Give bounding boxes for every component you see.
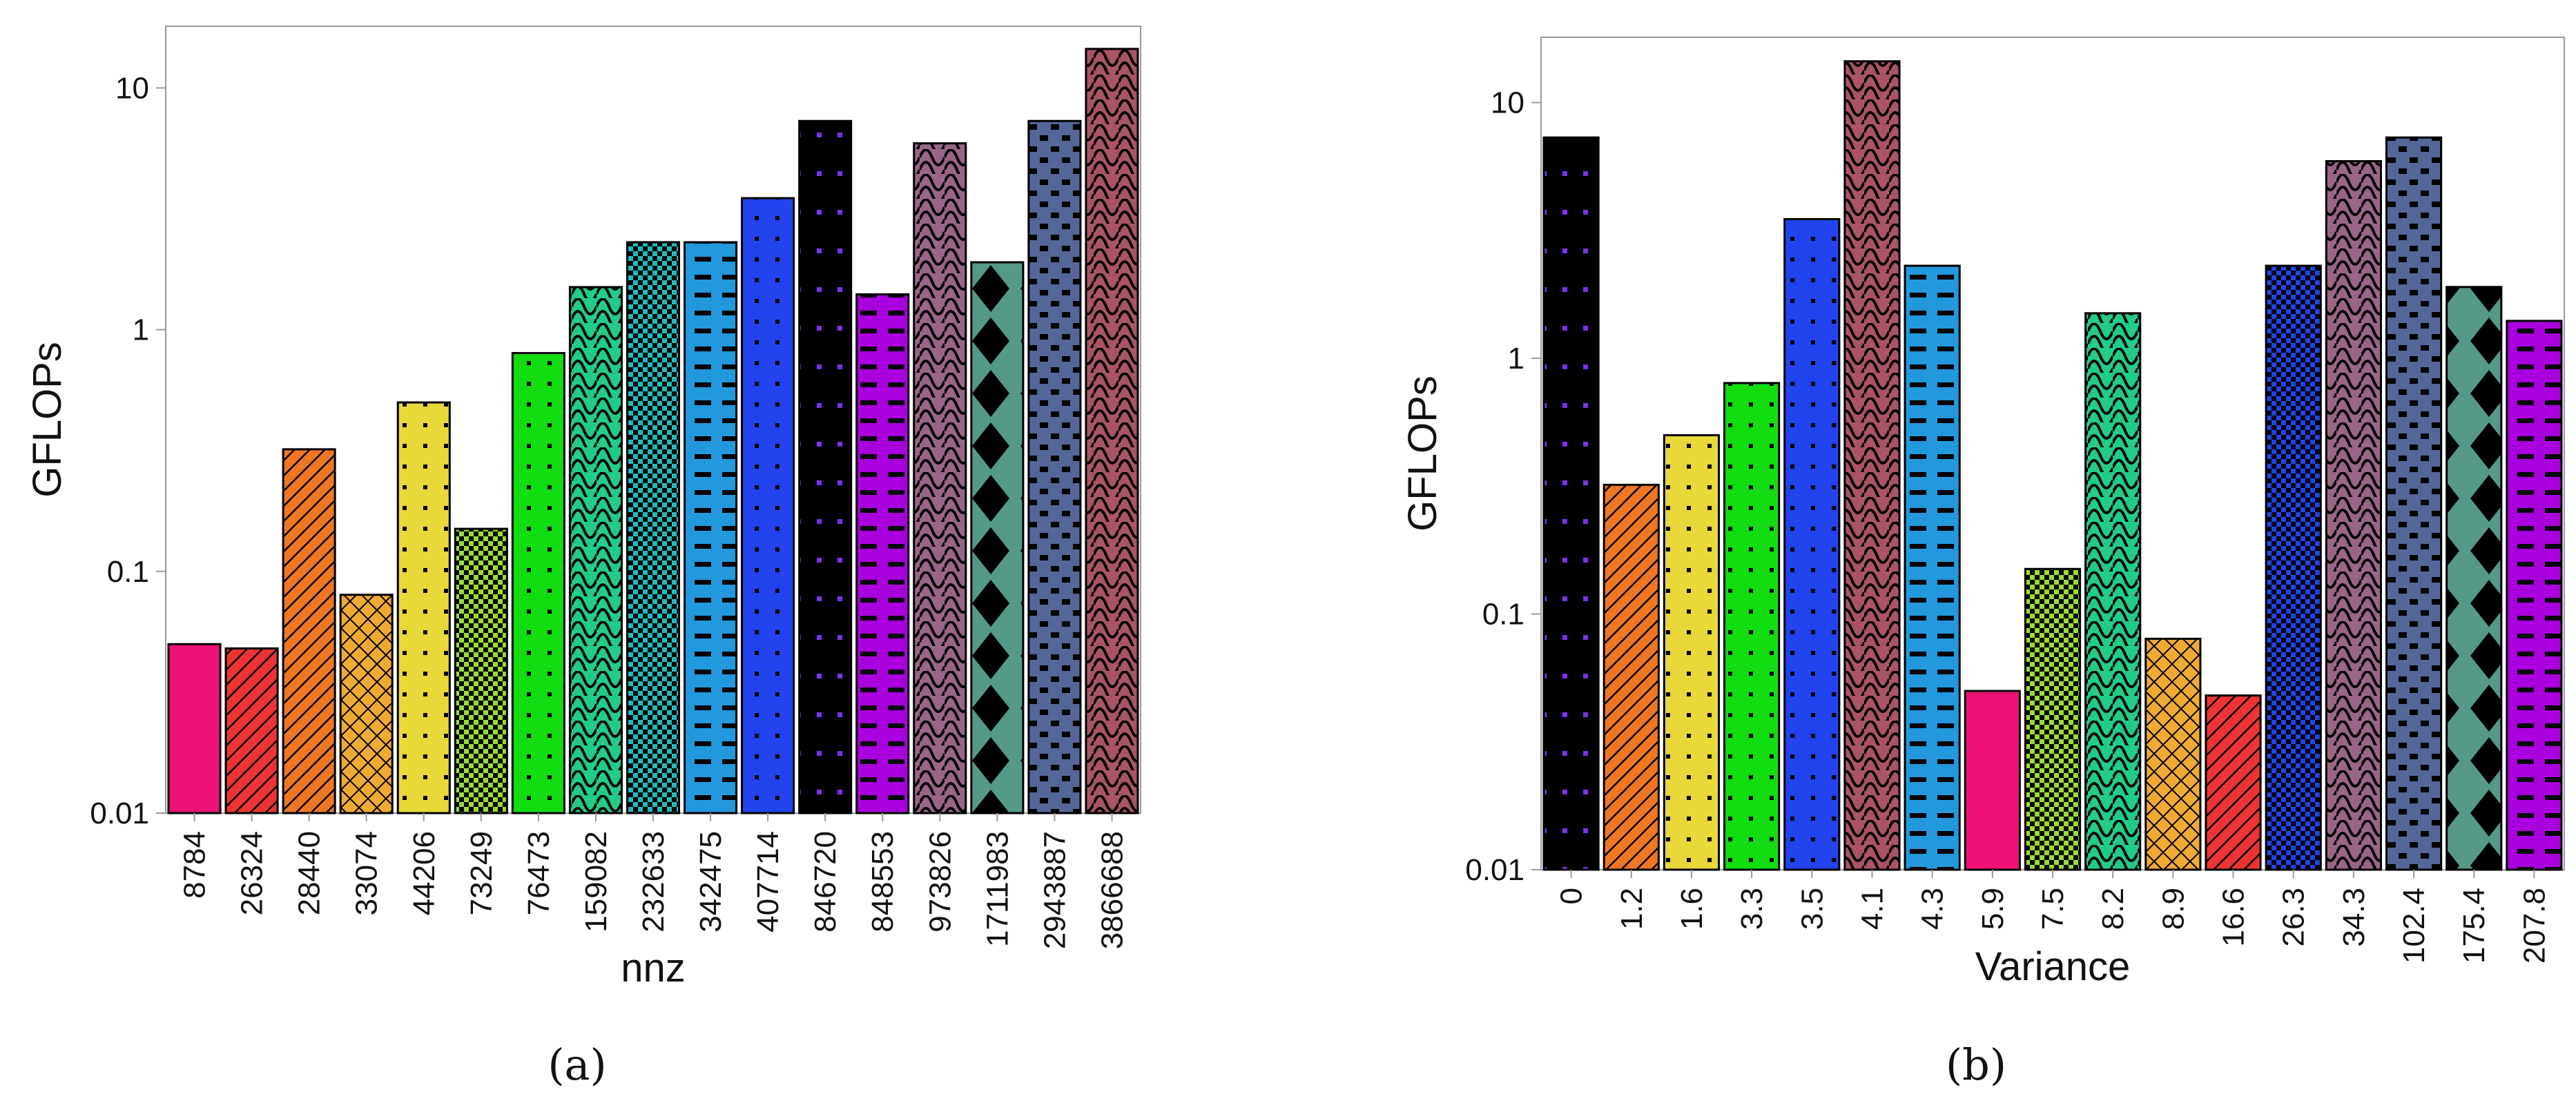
x-tick-label: 8784: [178, 831, 212, 899]
x-axis-title: Variance: [1975, 944, 2131, 989]
bar-pattern: [2085, 313, 2140, 870]
x-tick-label: 73249: [465, 831, 498, 915]
bar-pattern: [1724, 382, 1779, 870]
x-tick-label: 175.4: [2457, 888, 2491, 964]
bar-pattern: [512, 353, 565, 814]
bar-pattern: [2386, 137, 2441, 870]
x-tick-label: 0: [1555, 888, 1589, 904]
x-tick-label: 7.5: [2036, 888, 2070, 930]
bar-pattern: [1844, 61, 1900, 870]
bar-pattern: [684, 242, 737, 814]
x-tick-label: 1.2: [1615, 888, 1649, 930]
bar-pattern: [1664, 435, 1719, 870]
x-tick-label: 848553: [866, 831, 900, 933]
bar-pattern: [2506, 320, 2562, 870]
x-tick-label: 3866688: [1095, 831, 1129, 949]
x-tick-label: 1.6: [1675, 888, 1709, 930]
bar-pattern: [627, 242, 679, 814]
bar-pattern: [1085, 48, 1138, 813]
x-tick-label: 3.3: [1735, 888, 1769, 930]
x-tick-label: 342475: [694, 831, 728, 933]
bar-pattern: [971, 262, 1023, 813]
x-tick-label: 8.9: [2156, 888, 2190, 930]
x-tick-label: 8.2: [2096, 888, 2130, 930]
bar-pattern: [2145, 638, 2200, 870]
chart-panel-b: 0.01 0.1 1 10 0 1.2 1.6 3.3 3.5 4.1 4.3 5.9 7.5 8.2 8.…: [1400, 37, 2565, 1090]
bar-pattern: [340, 594, 393, 813]
bar-pattern: [2266, 266, 2321, 870]
bar-pattern: [1604, 485, 1659, 870]
y-tick-label: 0.1: [107, 555, 149, 589]
x-tick-label: 28440: [293, 831, 327, 915]
bar-pattern: [2326, 161, 2381, 870]
y-tick-label: 10: [115, 71, 149, 105]
y-axis-title: GFLOPs: [1400, 375, 1445, 531]
bar-pattern: [226, 648, 278, 813]
bar-pattern: [1905, 266, 1960, 870]
x-tick-label: 33074: [350, 831, 384, 915]
bar-pattern: [1784, 219, 1839, 870]
bar-pattern: [455, 529, 507, 813]
x-axis-title: nnz: [621, 946, 686, 990]
y-tick-label: 10: [1491, 86, 1524, 120]
x-tick-label: 3.5: [1795, 888, 1829, 930]
x-tick-label: 5.9: [1976, 888, 2010, 930]
x-tick-label: 159082: [579, 831, 613, 933]
bar-pattern: [2025, 569, 2080, 870]
bar-pattern: [1544, 137, 1599, 870]
bar-pattern: [799, 121, 851, 813]
bar-fill: [168, 644, 221, 813]
panel-label: (b): [1946, 1039, 2006, 1090]
x-tick-label: 102.4: [2397, 888, 2431, 964]
bar-pattern: [2446, 286, 2501, 870]
x-tick-label: 2943887: [1038, 831, 1072, 949]
x-tick-label: 4.1: [1855, 888, 1889, 930]
y-axis-title: GFLOPs: [25, 342, 70, 498]
x-tick-label: 26.3: [2277, 888, 2311, 947]
y-tick-label: 0.01: [90, 797, 149, 830]
y-tick-label: 0.01: [1465, 853, 1524, 887]
bar-pattern: [2205, 695, 2261, 870]
y-tick-label: 0.1: [1482, 598, 1524, 632]
x-tick-label: 232633: [637, 831, 670, 933]
x-tick-label: 26324: [235, 831, 269, 915]
bar-fill: [1965, 691, 2020, 870]
x-tick-label: 973826: [923, 831, 957, 933]
x-tick-label: 76473: [522, 831, 556, 915]
bar-pattern: [283, 449, 336, 813]
chart-panel-a: 0.01 0.1 1 10 8784 26324 28440 33074 44206 73249 7…: [25, 26, 1141, 1090]
bar-pattern: [913, 143, 966, 813]
x-tick-label: 846720: [808, 831, 842, 933]
bar-pattern: [856, 294, 909, 814]
x-tick-label: 1711983: [980, 831, 1014, 947]
x-tick-label: 4.3: [1916, 888, 1950, 930]
bar-pattern: [398, 402, 450, 813]
bar-pattern: [742, 198, 794, 813]
bar-pattern: [1028, 121, 1081, 813]
bar-pattern: [570, 286, 622, 814]
x-tick-label: 16.6: [2217, 888, 2251, 947]
y-tick-label: 1: [1508, 342, 1524, 375]
y-tick-label: 1: [133, 313, 149, 347]
panel-label: (a): [548, 1039, 606, 1090]
x-tick-label: 44206: [407, 831, 441, 915]
x-tick-label: 207.8: [2517, 888, 2551, 964]
x-tick-label: 407714: [751, 831, 785, 933]
x-tick-label: 34.3: [2337, 888, 2371, 947]
